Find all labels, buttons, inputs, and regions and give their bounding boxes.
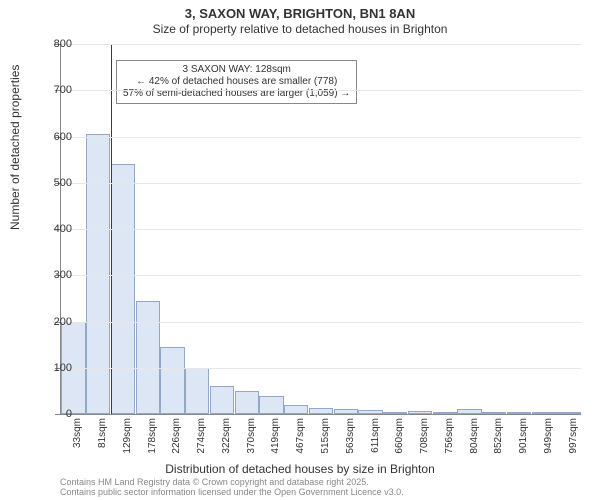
bar — [111, 164, 135, 414]
footer-credits: Contains HM Land Registry data © Crown c… — [60, 478, 404, 498]
x-tick-label: 322sqm — [221, 418, 232, 468]
x-tick-label: 129sqm — [122, 418, 133, 468]
bar — [284, 405, 308, 414]
bar — [136, 301, 160, 414]
x-tick-label: 33sqm — [72, 418, 83, 468]
bar — [235, 391, 259, 414]
bar — [358, 410, 382, 414]
y-tick-label: 200 — [38, 316, 72, 328]
x-tick-label: 467sqm — [295, 418, 306, 468]
x-tick-label: 852sqm — [493, 418, 504, 468]
bar — [532, 412, 556, 414]
x-tick-label: 708sqm — [419, 418, 430, 468]
page-title: 3, SAXON WAY, BRIGHTON, BN1 8AN — [0, 0, 600, 21]
bar — [408, 411, 432, 414]
y-tick-label: 800 — [38, 38, 72, 50]
y-tick-label: 700 — [38, 84, 72, 96]
x-tick-label: 419sqm — [270, 418, 281, 468]
gridline — [61, 137, 581, 138]
annotation-line2: ← 42% of detached houses are smaller (77… — [123, 76, 350, 88]
chart-container: 3, SAXON WAY, BRIGHTON, BN1 8AN Size of … — [0, 0, 600, 500]
gridline — [61, 368, 581, 369]
x-tick-label: 804sqm — [469, 418, 480, 468]
y-axis-title: Number of detached properties — [8, 65, 22, 230]
y-tick-label: 0 — [38, 408, 72, 420]
x-tick-label: 660sqm — [394, 418, 405, 468]
y-tick-label: 300 — [38, 269, 72, 281]
gridline — [61, 275, 581, 276]
bar — [86, 134, 110, 414]
bar — [383, 412, 407, 414]
bar — [210, 386, 234, 414]
bar — [482, 412, 506, 414]
x-tick-label: 178sqm — [147, 418, 158, 468]
bar — [160, 347, 184, 414]
gridline — [61, 44, 581, 45]
footer-line2: Contains public sector information licen… — [60, 488, 404, 498]
x-tick-label: 756sqm — [444, 418, 455, 468]
plot-area: 3 SAXON WAY: 128sqm ← 42% of detached ho… — [60, 44, 581, 415]
y-tick-label: 500 — [38, 177, 72, 189]
bar — [457, 409, 481, 414]
annotation-line1: 3 SAXON WAY: 128sqm — [123, 64, 350, 76]
bar — [433, 412, 457, 414]
y-tick-label: 400 — [38, 223, 72, 235]
x-tick-label: 563sqm — [345, 418, 356, 468]
annotation-box: 3 SAXON WAY: 128sqm ← 42% of detached ho… — [116, 60, 357, 104]
gridline — [61, 322, 581, 323]
x-tick-label: 274sqm — [196, 418, 207, 468]
y-tick-label: 600 — [38, 131, 72, 143]
x-tick-label: 949sqm — [543, 418, 554, 468]
x-tick-label: 997sqm — [568, 418, 579, 468]
x-tick-label: 611sqm — [370, 418, 381, 468]
x-tick-label: 81sqm — [97, 418, 108, 468]
x-tick-label: 515sqm — [320, 418, 331, 468]
gridline — [61, 183, 581, 184]
page-subtitle: Size of property relative to detached ho… — [0, 21, 600, 36]
bar — [334, 409, 358, 414]
x-tick-label: 901sqm — [518, 418, 529, 468]
bar — [259, 396, 283, 415]
bar — [309, 408, 333, 414]
bar — [185, 368, 209, 414]
gridline — [61, 90, 581, 91]
bar — [556, 412, 580, 414]
x-axis-title: Distribution of detached houses by size … — [0, 462, 600, 476]
y-tick-label: 100 — [38, 362, 72, 374]
bar — [507, 412, 531, 414]
gridline — [61, 229, 581, 230]
x-tick-label: 226sqm — [171, 418, 182, 468]
x-tick-label: 370sqm — [246, 418, 257, 468]
